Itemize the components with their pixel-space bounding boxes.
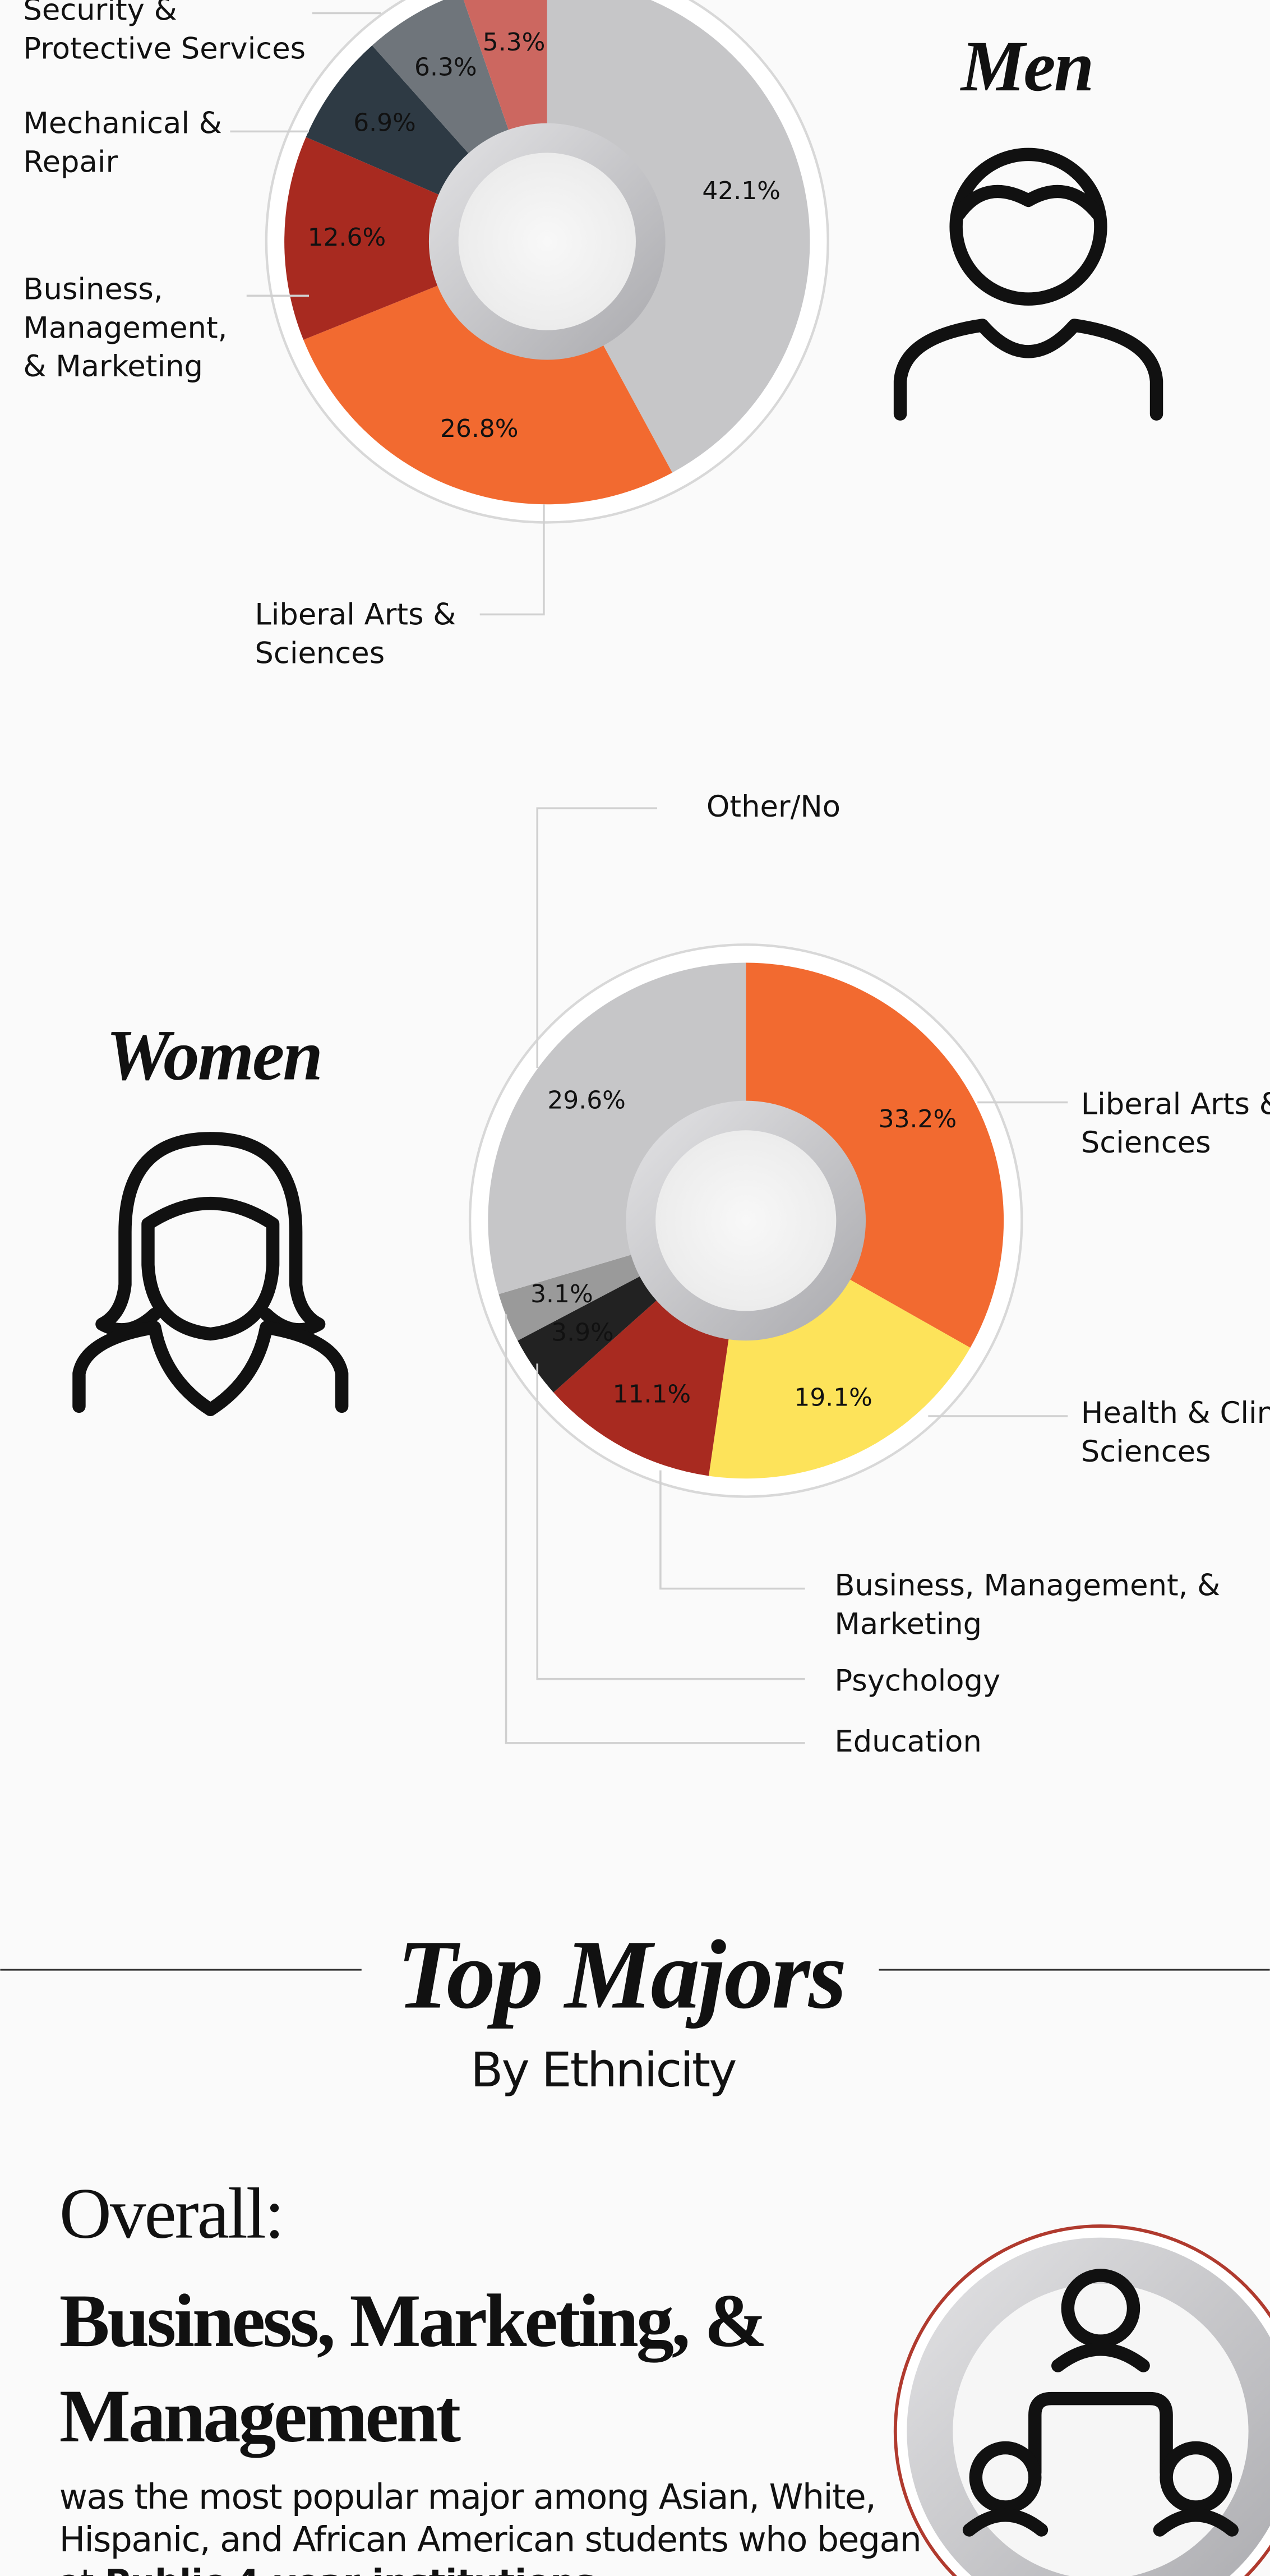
chart-title: Men (960, 26, 1093, 106)
category-label: Mechanical & Repair (23, 106, 222, 179)
category-label: Education (834, 1725, 981, 1759)
value-label: 12.6% (308, 223, 386, 252)
section-title: Top Majors (397, 1920, 845, 2029)
value-label: 42.1% (702, 177, 781, 205)
chart-title: Women (106, 1015, 321, 1095)
category-label: Psychology (834, 1663, 1000, 1698)
donut-segment (284, 137, 547, 340)
major-name: Business, Marketing, & (59, 2279, 765, 2363)
body-text: at Public 4-year institutions (59, 2562, 595, 2576)
body-text: was the most popular major among Asian, … (59, 2477, 875, 2517)
value-label: 6.3% (414, 53, 477, 81)
category-label: Business, Management, & Marketing (23, 272, 227, 384)
donut-hole (655, 1130, 837, 1311)
value-label: 33.2% (879, 1105, 957, 1133)
leader-line (479, 504, 545, 616)
women-icon (72, 1132, 349, 1416)
value-label: 3.9% (551, 1318, 614, 1347)
donut-segment (547, 0, 810, 473)
leader-line (505, 1314, 805, 1744)
leader-line (536, 1363, 805, 1680)
major-name: Management (59, 2375, 461, 2458)
value-label: 3.1% (530, 1280, 593, 1308)
value-label: 11.1% (613, 1380, 691, 1409)
value-label: 6.9% (353, 108, 416, 137)
body-end: at (59, 2562, 105, 2576)
section-subtitle: By Ethnicity (470, 2043, 736, 2098)
value-label: 5.3% (483, 28, 546, 57)
value-label: 29.6% (547, 1086, 626, 1114)
value-label: 26.8% (440, 414, 519, 443)
group-icon (893, 2224, 1270, 2576)
category-label: Business, Management, & Marketing (834, 1568, 1220, 1641)
leader-line (536, 807, 658, 1068)
donut-hole (458, 153, 636, 330)
body-bold: Public 4-year institutions (105, 2562, 595, 2576)
category-label: Liberal Arts & Sciences (1081, 1087, 1270, 1160)
value-label: 19.1% (794, 1384, 872, 1412)
category-label: Health & ClinicalSciences (1081, 1396, 1270, 1469)
overall-label: Overall: (59, 2173, 283, 2254)
men-icon (893, 148, 1163, 421)
category-label: Security & Protective Services (23, 0, 306, 66)
category-label: Other/No (706, 790, 840, 824)
body-text: Hispanic, and African American students … (59, 2519, 921, 2560)
leader-line (659, 1470, 805, 1590)
category-label: Liberal Arts & Sciences (255, 597, 456, 670)
charts: 42.1% 26.8% 12.6% 6.9% 6.3%5.3% Men Liberal Ar… (23, 0, 1270, 1759)
